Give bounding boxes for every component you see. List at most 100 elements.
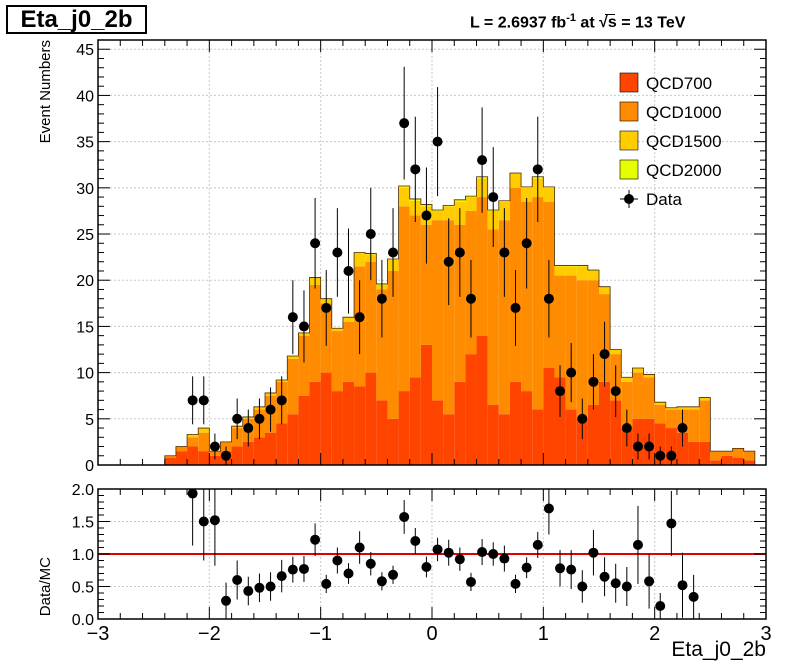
data-point [221, 450, 232, 461]
ratio-point [265, 581, 276, 592]
ratio-point [221, 595, 232, 606]
ratio-point [376, 576, 387, 587]
top-y-tick-label: 30 [76, 181, 94, 198]
bar-qcd700 [576, 418, 588, 465]
data-point [376, 293, 387, 304]
bar-qcd1500 [632, 367, 644, 373]
data-point [310, 238, 321, 249]
ratio-point [243, 586, 254, 597]
bar-qcd1000 [443, 220, 455, 415]
data-point [321, 302, 332, 313]
bar-qcd1000 [487, 229, 499, 405]
top-y-tick-label: 10 [76, 366, 94, 383]
ratio-point [388, 569, 399, 580]
bar-qcd1500 [676, 406, 689, 410]
bar-qcd2000 [498, 200, 510, 202]
bar-qcd1000 [665, 409, 677, 429]
top-y-axis-label: Event Numbers [37, 40, 54, 143]
ratio-x-tick-label: 0 [426, 623, 437, 645]
bar-qcd700 [432, 400, 444, 465]
bar-qcd1500 [198, 428, 210, 433]
ratio-y-tick-label: 1.0 [72, 547, 94, 564]
data-point [566, 367, 577, 378]
top-y-tick-label: 15 [76, 319, 94, 336]
ratio-point [488, 549, 499, 559]
bar-qcd1500 [187, 434, 199, 438]
ratio-point [354, 542, 365, 553]
ratio-point [232, 575, 243, 585]
bar-qcd1000 [420, 224, 432, 345]
bar-qcd700 [688, 441, 700, 465]
bar-qcd1000 [732, 448, 744, 458]
legend-data-marker [624, 194, 634, 204]
data-point [632, 441, 643, 452]
top-y-tick-label: 35 [76, 135, 94, 152]
data-point [354, 312, 365, 323]
data-point [477, 155, 488, 166]
ratio-point [298, 563, 309, 574]
bar-qcd700 [732, 457, 744, 465]
bar-qcd700 [175, 451, 188, 465]
bar-qcd700 [710, 460, 722, 465]
data-point [677, 423, 688, 434]
bar-qcd700 [253, 437, 265, 465]
ratio-point [287, 564, 298, 575]
data-point [666, 450, 677, 461]
bar-qcd1500 [576, 266, 588, 281]
bar-qcd1500 [554, 266, 566, 276]
bar-qcd700 [721, 455, 733, 465]
bar-qcd2000 [576, 265, 588, 267]
bar-qcd2000 [432, 210, 444, 211]
data-point [410, 164, 421, 175]
data-point [232, 413, 243, 424]
bar-qcd1000 [632, 372, 644, 419]
ratio-point [532, 539, 543, 550]
bar-qcd700 [599, 381, 611, 465]
bar-qcd1000 [198, 432, 210, 452]
ratio-point [209, 515, 220, 526]
bar-qcd1500 [643, 374, 655, 378]
bar-qcd2000 [587, 270, 599, 271]
legend-label-qcd1500: QCD1500 [646, 132, 722, 151]
ratio-x-tick-label: 3 [760, 623, 771, 645]
ratio-point [465, 576, 476, 587]
ratio-point [543, 503, 554, 514]
bar-qcd700 [454, 381, 466, 465]
bar-qcd1500 [287, 355, 299, 359]
legend-swatch-qcd1000 [619, 101, 639, 122]
bar-qcd700 [699, 441, 711, 465]
top-y-tick-label: 5 [85, 412, 94, 429]
data-point [265, 404, 276, 415]
bar-qcd1000 [164, 455, 176, 458]
top-y-tick-label: 25 [76, 227, 94, 244]
ratio-point [410, 536, 421, 546]
bar-qcd700 [342, 381, 355, 465]
bar-qcd1000 [587, 280, 599, 405]
bar-qcd700 [743, 460, 755, 465]
bar-qcd1000 [432, 220, 444, 401]
data-point [443, 256, 454, 267]
bar-qcd1500 [599, 286, 611, 295]
bar-qcd1500 [665, 407, 677, 410]
data-point [655, 450, 666, 461]
ratio-x-tick-label: 2 [649, 623, 660, 645]
bar-qcd700 [565, 409, 577, 465]
bar-qcd1000 [175, 446, 188, 452]
bar-qcd700 [498, 414, 510, 465]
data-point [209, 441, 220, 452]
legend-swatch-qcd700 [619, 72, 639, 93]
bar-qcd700 [420, 344, 432, 465]
bar-qcd1000 [409, 215, 421, 378]
ratio-point [365, 558, 376, 569]
bar-qcd2000 [465, 196, 477, 198]
bar-qcd700 [587, 404, 599, 465]
bar-qcd700 [354, 386, 366, 465]
ratio-point [421, 562, 432, 572]
bar-qcd2000 [398, 185, 410, 188]
ratio-x-tick-label: −3 [87, 623, 110, 645]
ratio-x-tick-label: −1 [309, 623, 332, 645]
bar-qcd1000 [532, 197, 544, 410]
ratio-point [555, 563, 566, 574]
data-point [510, 302, 521, 313]
